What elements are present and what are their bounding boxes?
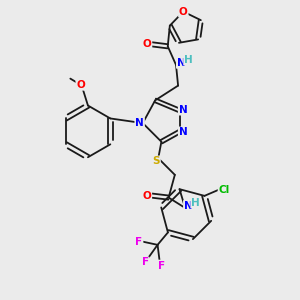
Text: H: H bbox=[184, 55, 193, 65]
Text: N: N bbox=[184, 201, 193, 211]
Text: Cl: Cl bbox=[218, 184, 230, 195]
Text: N: N bbox=[135, 118, 144, 128]
Text: H: H bbox=[191, 198, 200, 208]
Text: F: F bbox=[135, 237, 142, 247]
Text: N: N bbox=[177, 58, 186, 68]
Text: N: N bbox=[179, 128, 188, 137]
Text: F: F bbox=[142, 257, 149, 267]
Text: S: S bbox=[152, 156, 160, 167]
Text: O: O bbox=[142, 190, 151, 200]
Text: N: N bbox=[179, 105, 188, 115]
Text: O: O bbox=[179, 7, 188, 16]
Text: F: F bbox=[158, 260, 165, 271]
Text: O: O bbox=[143, 39, 152, 49]
Text: O: O bbox=[76, 80, 85, 90]
